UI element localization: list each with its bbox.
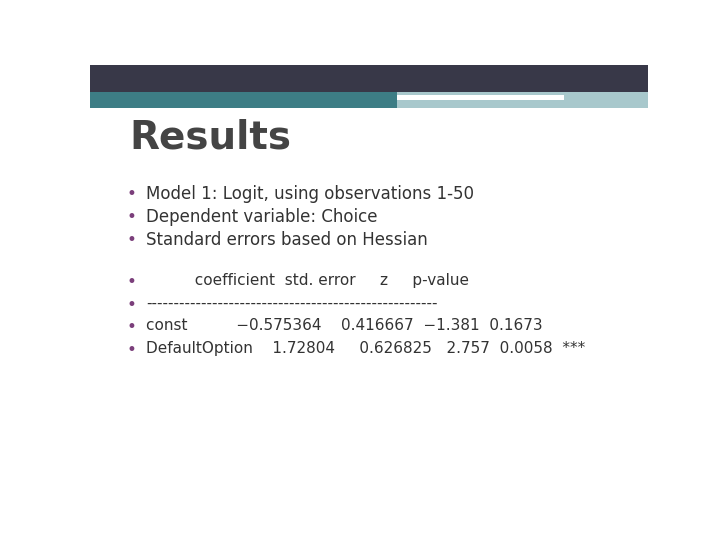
FancyBboxPatch shape	[90, 65, 648, 92]
Text: Dependent variable: Choice: Dependent variable: Choice	[145, 208, 377, 226]
Text: •: •	[126, 231, 136, 249]
Text: Model 1: Logit, using observations 1-50: Model 1: Logit, using observations 1-50	[145, 185, 474, 204]
FancyBboxPatch shape	[397, 95, 564, 100]
Text: DefaultOption    1.72804     0.626825   2.757  0.0058  ***: DefaultOption 1.72804 0.626825 2.757 0.0…	[145, 341, 585, 356]
Text: Results: Results	[129, 119, 291, 157]
FancyBboxPatch shape	[90, 92, 397, 109]
Text: •: •	[126, 273, 136, 291]
FancyBboxPatch shape	[397, 92, 648, 109]
Text: coefficient  std. error     z     p-value: coefficient std. error z p-value	[145, 273, 469, 288]
Text: -----------------------------------------------------: ----------------------------------------…	[145, 295, 437, 310]
Text: •: •	[126, 185, 136, 204]
Text: const          −0.575364    0.416667  −1.381  0.1673: const −0.575364 0.416667 −1.381 0.1673	[145, 319, 542, 333]
Text: •: •	[126, 341, 136, 359]
Text: Standard errors based on Hessian: Standard errors based on Hessian	[145, 231, 428, 249]
Text: •: •	[126, 319, 136, 336]
Text: •: •	[126, 208, 136, 226]
Text: •: •	[126, 295, 136, 314]
